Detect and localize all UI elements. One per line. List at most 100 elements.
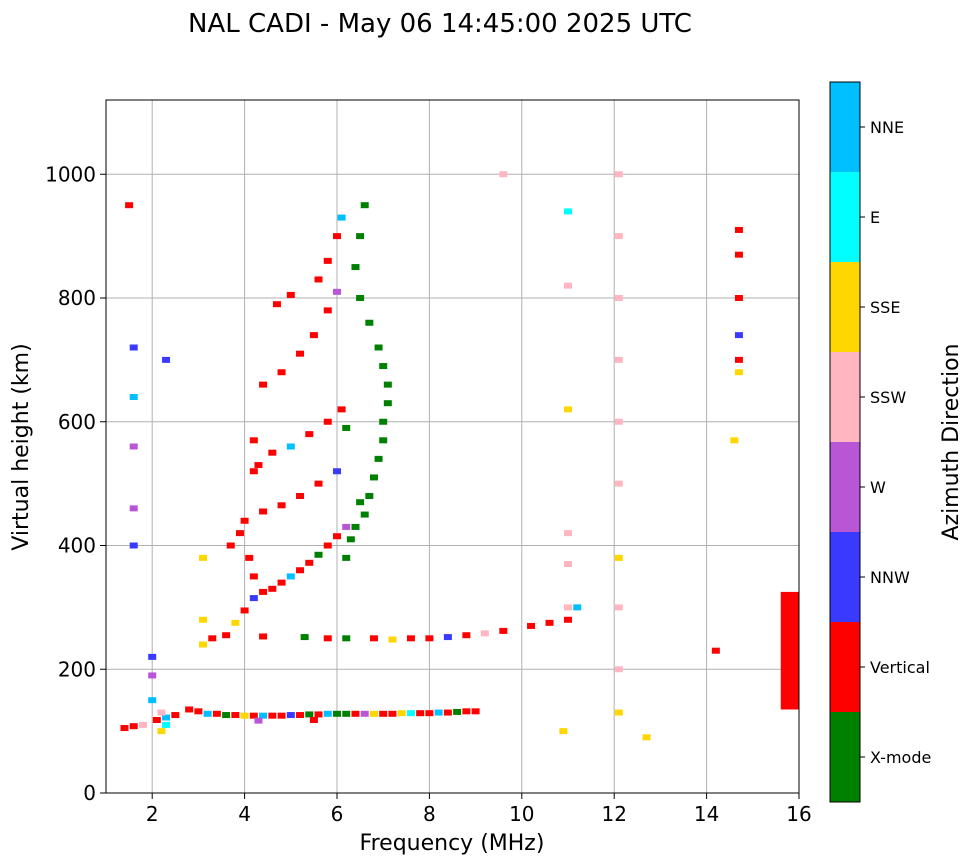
echo-mark (240, 607, 249, 614)
echo-mark (333, 468, 341, 475)
echo-mark (235, 530, 244, 537)
echo-mark (148, 653, 157, 660)
echo-mark (337, 406, 346, 413)
echo-mark (286, 573, 295, 580)
colorbar-segment (830, 82, 860, 172)
echo-mark (259, 381, 268, 388)
echo-mark (259, 508, 268, 515)
colorbar-segment (830, 532, 860, 622)
y-tick-label: 800 (58, 286, 96, 310)
echo-marks (120, 171, 799, 741)
echo-mark (614, 666, 623, 673)
echo-mark (296, 493, 305, 499)
echo-mark (323, 307, 332, 314)
echo-mark (222, 712, 231, 719)
colorbar-segment (830, 712, 860, 802)
echo-mark (356, 295, 365, 301)
colorbar-title: Azimuth Direction (939, 343, 964, 540)
echo-mark (249, 437, 258, 444)
echo-mark (443, 709, 452, 716)
echo-mark (240, 712, 249, 719)
echo-mark (425, 635, 434, 642)
y-axis-label: Virtual height (km) (9, 343, 34, 550)
echo-mark (374, 455, 383, 462)
echo-mark (286, 712, 295, 719)
echo-mark (129, 542, 138, 549)
chart-title: NAL CADI - May 06 14:45:00 2025 UTC (188, 9, 692, 39)
echo-mark (333, 288, 341, 295)
plot-background (106, 100, 799, 793)
echo-mark (388, 636, 397, 643)
colorbar-category-label: X-mode (870, 748, 931, 767)
echo-mark (259, 588, 268, 595)
echo-mark (342, 710, 351, 717)
echo-mark (286, 443, 295, 450)
echo-mark (379, 437, 388, 444)
colorbar: X-mode Vertical NNW W SSW SSE E NNE (829, 81, 931, 803)
echo-mark (351, 523, 360, 530)
echo-mark (780, 591, 799, 710)
echo-mark (443, 634, 452, 641)
x-tick-label: 16 (786, 802, 811, 826)
echo-mark (365, 493, 374, 499)
echo-mark (277, 369, 286, 376)
colorbar-segment (830, 352, 860, 442)
plot-frame (105, 99, 800, 794)
echo-mark (564, 616, 572, 623)
echo-mark (564, 604, 572, 611)
echo-mark (277, 502, 286, 509)
echo-mark (356, 499, 365, 506)
x-axis-label: Frequency (MHz) (360, 831, 545, 856)
echo-mark (369, 710, 378, 717)
echo-mark (129, 505, 138, 512)
echo-mark (194, 708, 203, 715)
echo-mark (564, 282, 572, 289)
x-tick-label: 12 (601, 802, 626, 826)
grid-lines (106, 100, 800, 794)
echo-mark (314, 551, 323, 558)
echo-mark (309, 332, 318, 339)
echo-mark (162, 714, 171, 721)
echo-mark (342, 424, 351, 431)
echo-mark (545, 619, 554, 626)
x-tick-label: 8 (423, 802, 436, 826)
echo-mark (199, 616, 208, 623)
echo-mark (296, 350, 305, 357)
echo-mark (268, 712, 277, 719)
colorbar-frame (829, 81, 861, 803)
colorbar-category-label: E (870, 208, 880, 227)
echo-mark (383, 400, 392, 407)
echo-mark (231, 712, 240, 719)
colorbar-segment (830, 262, 860, 352)
colorbar-category-label: Vertical (870, 658, 930, 677)
x-tick-label: 6 (331, 802, 344, 826)
echo-mark (129, 394, 138, 400)
echo-mark (614, 709, 623, 716)
echo-mark (614, 418, 623, 425)
echo-mark (199, 554, 208, 561)
echo-mark (129, 443, 138, 450)
echo-mark (564, 561, 572, 568)
echo-mark (365, 319, 374, 326)
echo-mark (360, 202, 369, 209)
echo-mark (300, 634, 309, 641)
x-axis-ticks: 2 4 6 8 10 12 14 16 (146, 793, 812, 826)
echo-mark (351, 264, 360, 271)
echo-mark (249, 595, 258, 602)
echo-mark (642, 734, 651, 741)
echo-mark (231, 619, 240, 626)
echo-mark (356, 233, 365, 240)
echo-mark (730, 437, 739, 444)
echo-mark (277, 579, 286, 586)
echo-mark (129, 344, 138, 351)
x-tick-label: 10 (509, 802, 534, 826)
echo-mark (351, 710, 360, 717)
echo-mark (240, 517, 249, 524)
echo-mark (734, 332, 743, 339)
x-tick-label: 2 (146, 802, 159, 826)
echo-mark (416, 710, 425, 717)
echo-mark (185, 706, 194, 713)
echo-mark (346, 536, 355, 543)
echo-mark (369, 635, 378, 642)
